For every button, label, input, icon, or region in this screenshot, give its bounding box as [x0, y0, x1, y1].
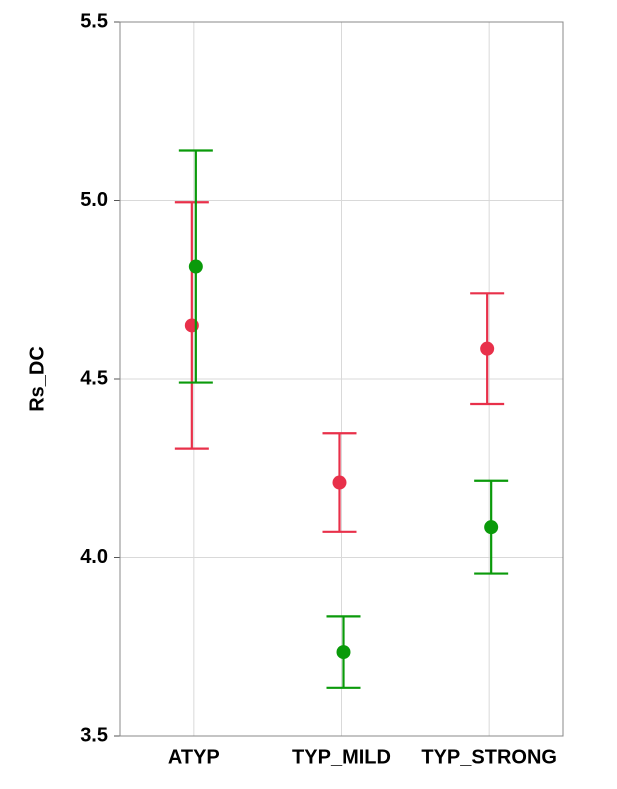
x-tick-label: TYP_STRONG: [421, 746, 557, 768]
plot-frame: [119, 21, 564, 737]
point: [188, 259, 203, 274]
point: [332, 475, 347, 490]
point: [336, 645, 351, 660]
y-axis-label: Rs_DC: [26, 346, 48, 412]
point: [480, 341, 495, 356]
y-tick-label: 3.5: [80, 724, 108, 746]
x-tick-label: ATYP: [168, 746, 220, 768]
point: [484, 520, 499, 535]
y-tick-label: 5.0: [80, 189, 108, 211]
y-tick-label: 4.0: [80, 546, 108, 568]
x-tick-label: TYP_MILD: [292, 746, 391, 768]
y-tick-label: 4.5: [80, 367, 108, 389]
y-tick-label: 5.5: [80, 10, 108, 32]
